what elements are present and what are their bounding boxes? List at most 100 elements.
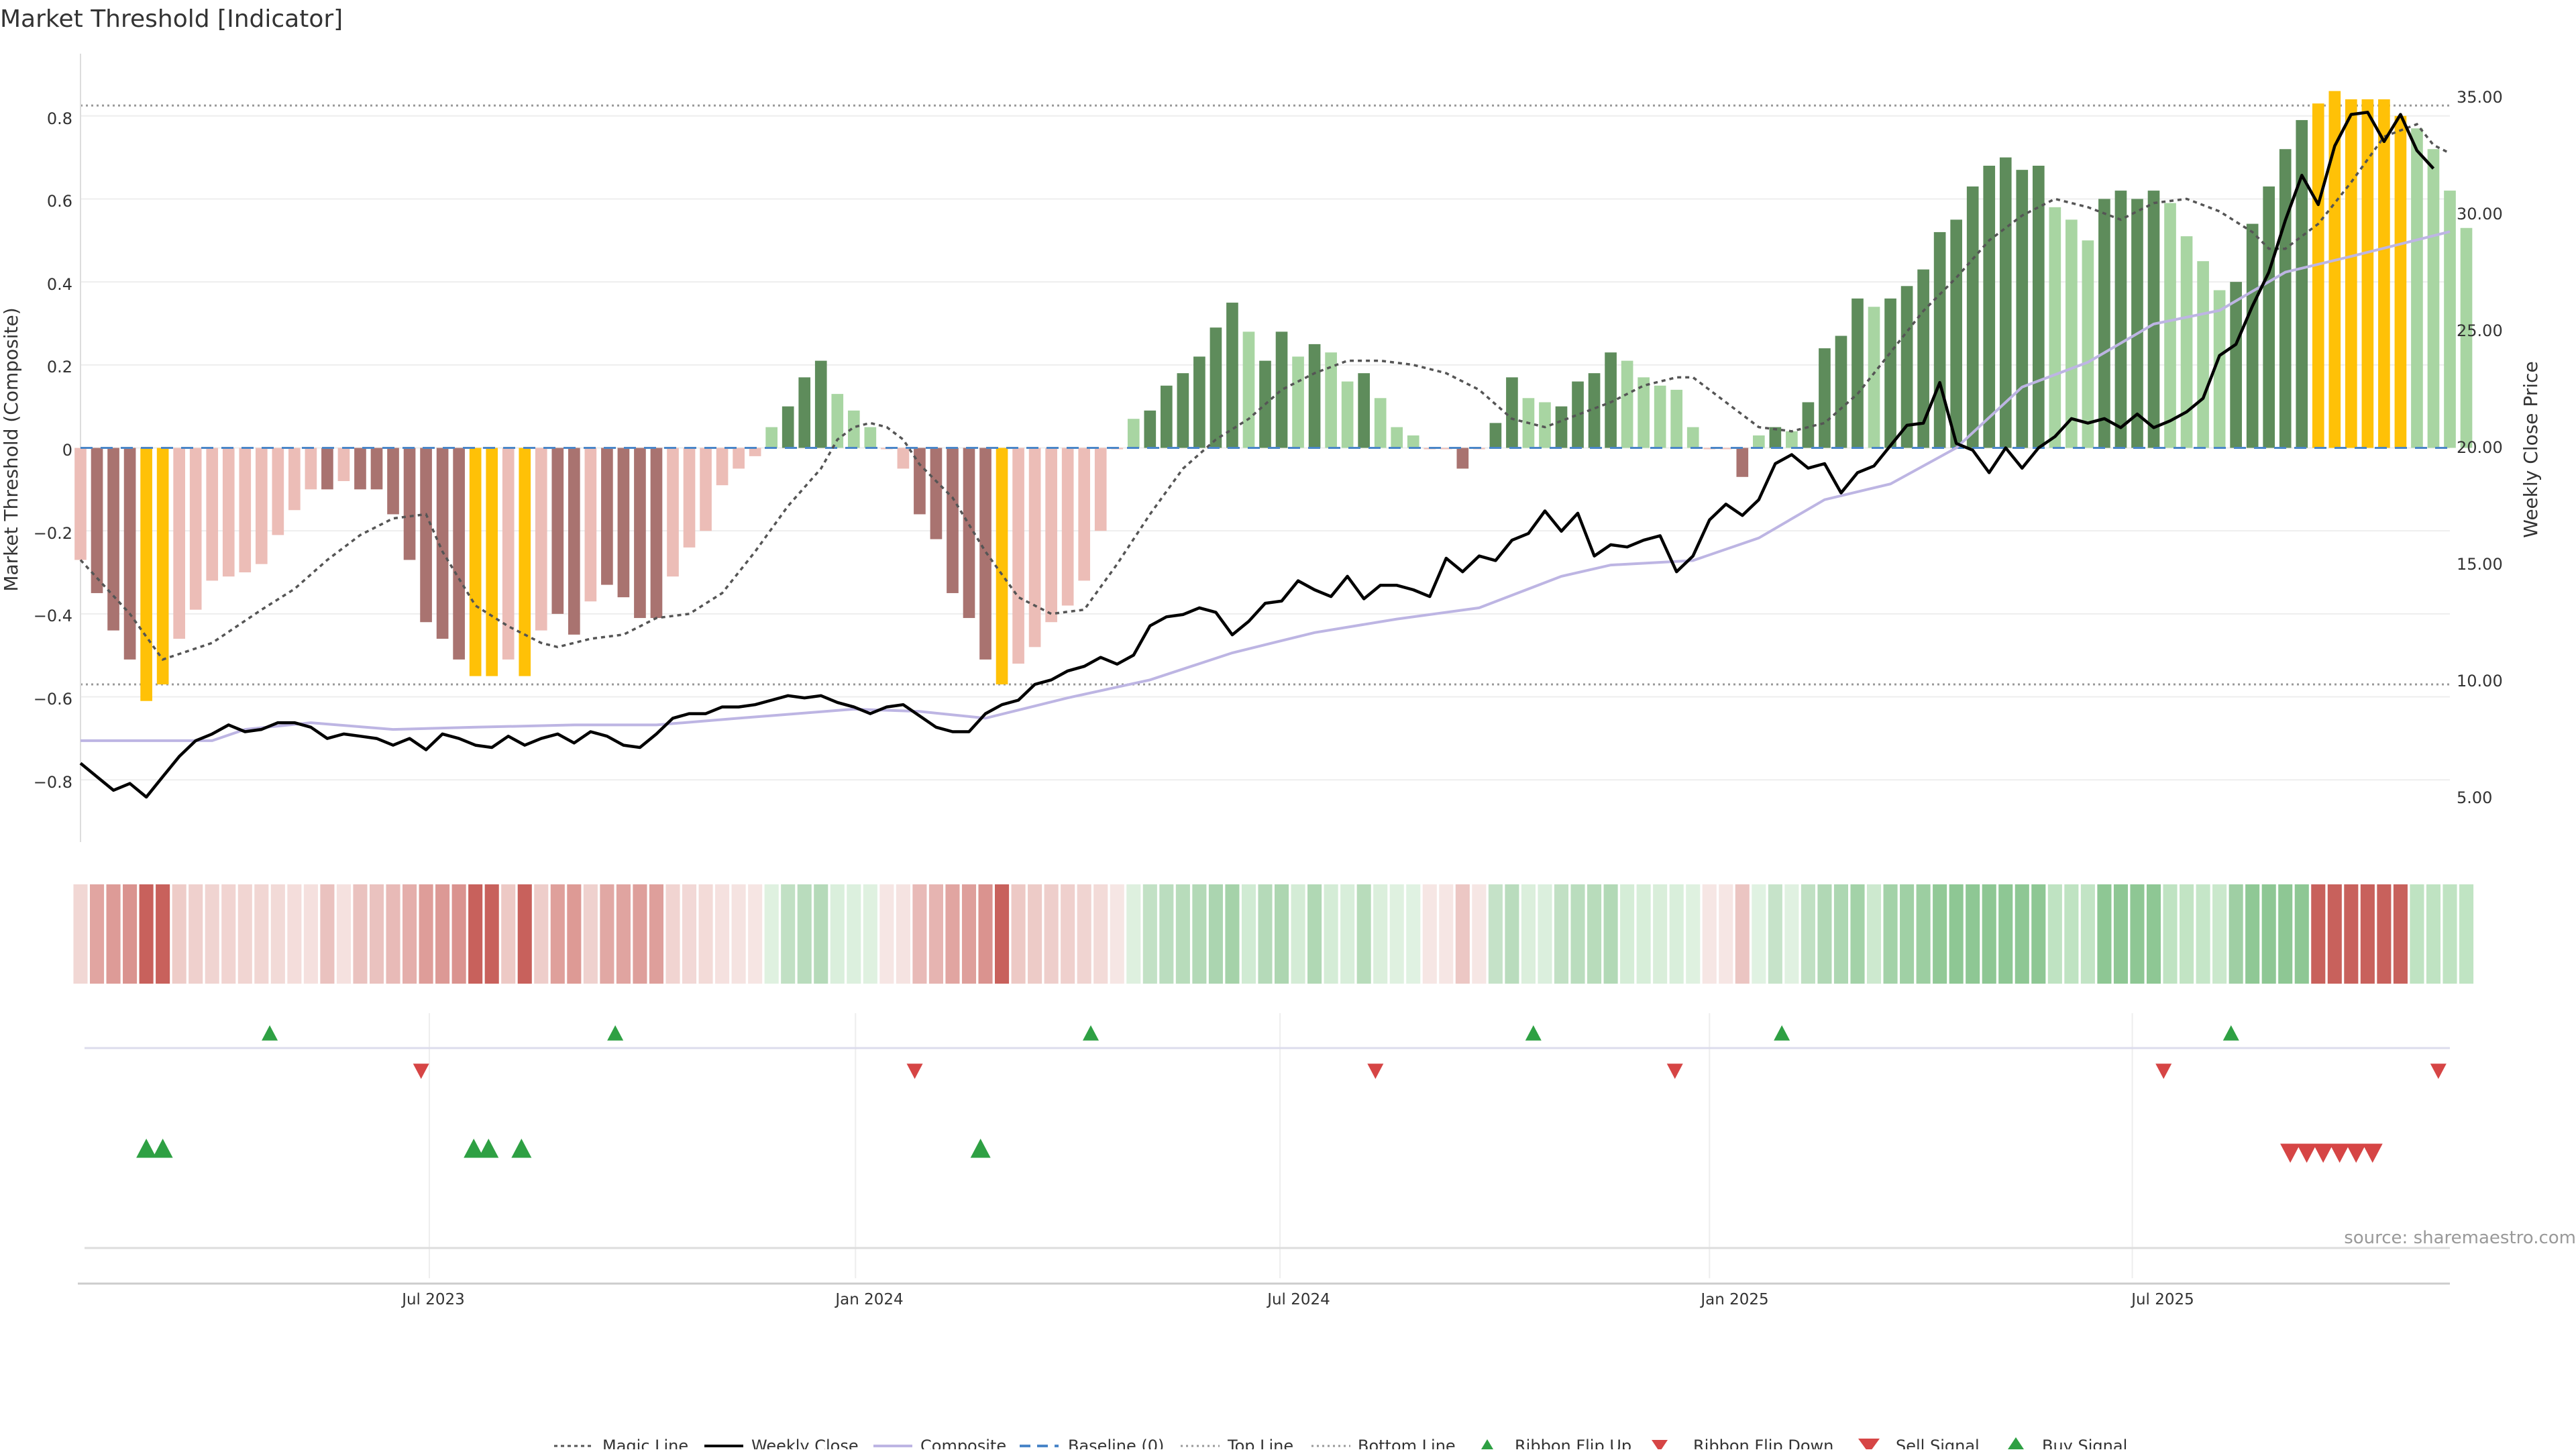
composite-bar: [1275, 331, 1288, 448]
ribbon-cell: [847, 884, 861, 984]
composite-bar: [1654, 385, 1666, 448]
ribbon-flip-up-marker: [262, 1025, 278, 1041]
ribbon-cell: [1949, 884, 1964, 984]
legend-item: Buy Signal: [2006, 1437, 2127, 1452]
composite-bar: [1555, 406, 1568, 448]
ribbon-cell: [1422, 884, 1437, 984]
ribbon-cell: [1455, 884, 1470, 984]
composite-bar: [1605, 352, 1617, 448]
ribbon-cell: [995, 884, 1010, 984]
legend-label: Buy Signal: [2042, 1437, 2127, 1449]
ribbon-cell: [386, 884, 400, 984]
composite-bar: [1983, 165, 1996, 448]
buy-signal-marker: [511, 1139, 532, 1158]
composite-bar: [453, 448, 465, 660]
composite-bar: [2049, 207, 2061, 448]
left-tick: 0.2: [47, 358, 72, 376]
ribbon-cell: [2377, 884, 2392, 984]
legend-item: Ribbon Flip Up: [1479, 1437, 1631, 1452]
composite-bar: [1045, 448, 1057, 623]
ribbon-flip-up-marker: [1525, 1025, 1542, 1041]
ribbon-cell: [1389, 884, 1404, 984]
legend-item: Ribbon Flip Down: [1652, 1437, 1833, 1452]
ribbon-cell: [2294, 884, 2309, 984]
ribbon-cell: [2146, 884, 2161, 984]
composite-bar: [716, 448, 729, 486]
composite-bar: [1769, 427, 1782, 448]
composite-bar: [535, 448, 547, 631]
composite-bar: [403, 448, 416, 560]
buy-signal-marker: [464, 1139, 484, 1158]
composite-bar: [189, 448, 202, 610]
x-tick-label: Jan 2024: [834, 1291, 903, 1308]
composite-bar: [1391, 427, 1403, 448]
ribbon-cell: [468, 884, 483, 984]
ribbon-cell: [945, 884, 960, 984]
ribbon-cell: [830, 884, 845, 984]
ribbon-cell: [1274, 884, 1289, 984]
composite-bar: [650, 448, 663, 619]
composite-bar: [814, 360, 827, 448]
left-tick: −0.8: [34, 773, 72, 792]
ribbon-cell: [419, 884, 433, 984]
composite-bar: [2164, 203, 2176, 448]
ribbon-cell: [1077, 884, 1091, 984]
ribbon-cell: [1570, 884, 1585, 984]
composite-bar: [1177, 373, 1189, 448]
legend-label: Magic Line: [602, 1437, 688, 1449]
x-tick-label: Jul 2025: [2130, 1291, 2194, 1308]
ribbon-cell: [961, 884, 977, 984]
ribbon-cell: [254, 884, 269, 984]
legend-label: Ribbon Flip Down: [1693, 1437, 1833, 1449]
legend-item: Composite: [873, 1437, 1006, 1452]
triangle-down-icon: [1858, 1439, 1880, 1452]
composite-bar: [782, 406, 794, 448]
ribbon-cell: [1752, 884, 1766, 984]
composite-bar: [2131, 199, 2143, 448]
legend-item: Magic Line: [554, 1437, 688, 1452]
composite-bar: [1835, 335, 1847, 448]
ribbon-cell: [567, 884, 582, 984]
ribbon-cell: [353, 884, 368, 984]
composite-bar: [2065, 219, 2078, 448]
ribbon-cell: [928, 884, 943, 984]
ribbon-cell: [1866, 884, 1882, 984]
ribbon-cell: [1669, 884, 1684, 984]
composite-bar: [1638, 377, 1650, 448]
ribbon-cell: [451, 884, 466, 984]
composite-bar: [2361, 99, 2374, 448]
composite-bar: [502, 448, 515, 660]
composite-bar: [321, 448, 333, 490]
ribbon-cell: [1406, 884, 1421, 984]
ribbon-flip-down-marker: [1367, 1064, 1384, 1079]
ribbon-cell: [2163, 884, 2178, 984]
ribbon-cell: [1702, 884, 1717, 984]
ribbon-cell: [2080, 884, 2095, 984]
ribbon-flip-up-marker: [1083, 1025, 1099, 1041]
ribbon-cell: [978, 884, 993, 984]
left-tick: −0.2: [34, 524, 72, 543]
composite-bar: [1966, 186, 1979, 448]
composite-bar: [847, 410, 860, 448]
ribbon-cell: [698, 884, 713, 984]
ribbon-cell: [2410, 884, 2424, 984]
ribbon-cell: [1966, 884, 1980, 984]
buy-signal-marker: [152, 1139, 173, 1158]
composite-bar: [897, 448, 910, 469]
ribbon-cell: [1356, 884, 1371, 984]
ribbon-cell: [1686, 884, 1701, 984]
composite-bar: [305, 448, 317, 490]
ribbon-cell: [1307, 884, 1322, 984]
ribbon-cell: [1603, 884, 1618, 984]
ribbon-cell: [2360, 884, 2375, 984]
composite-bar: [206, 448, 219, 581]
composite-bar: [1506, 377, 1518, 448]
composite-bar: [1621, 360, 1633, 448]
ribbon-cell: [534, 884, 549, 984]
composite-bar: [584, 448, 597, 602]
legend-label: Sell Signal: [1896, 1437, 1980, 1449]
composite-bar: [2328, 91, 2341, 448]
composite-bar: [1308, 344, 1321, 448]
ribbon-cell: [1028, 884, 1042, 984]
